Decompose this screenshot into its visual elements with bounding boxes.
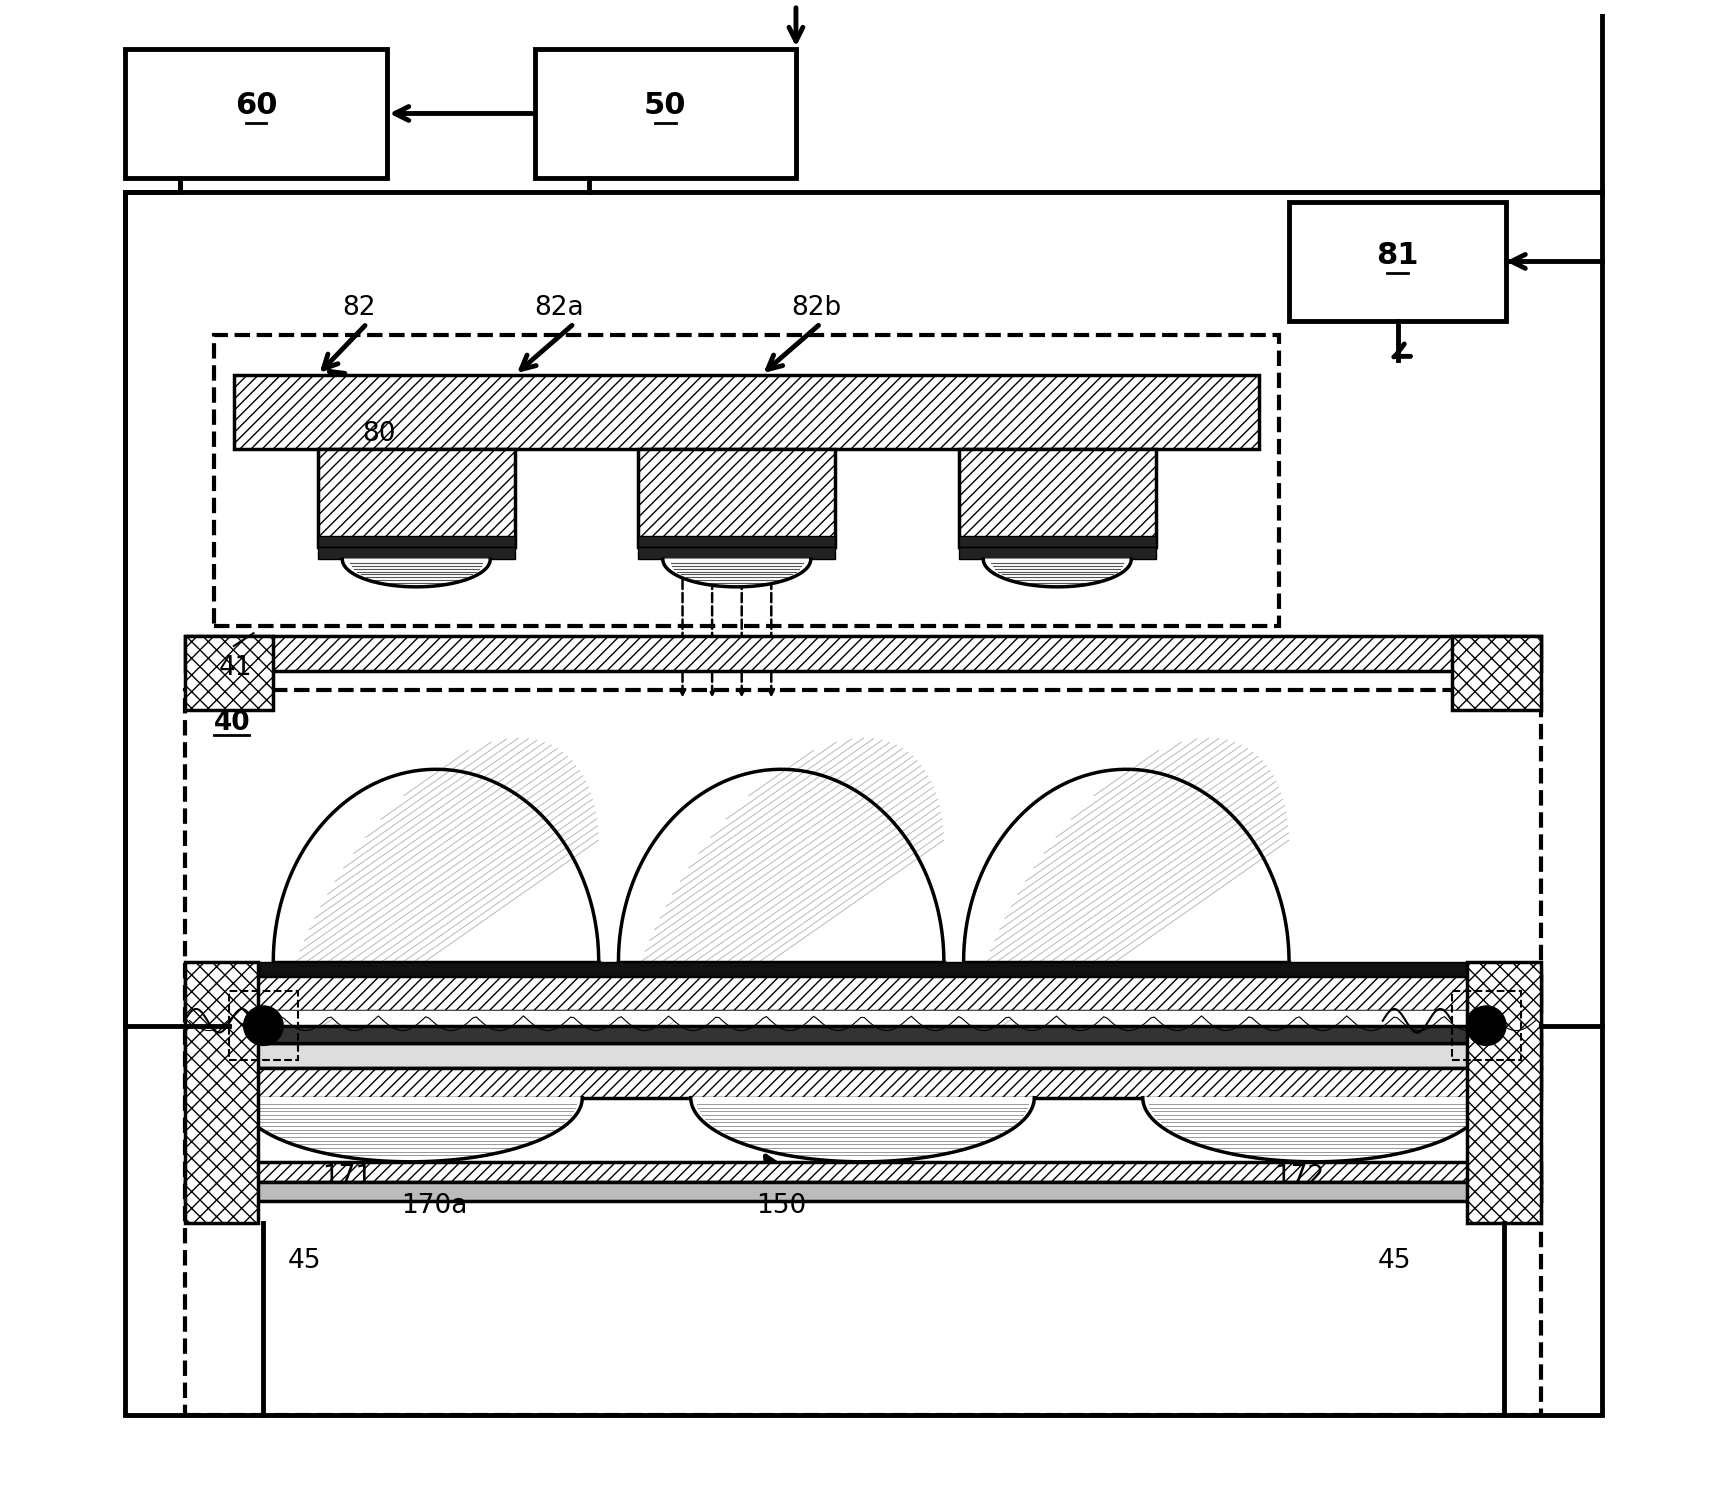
Bar xyxy=(185,962,1540,976)
Bar xyxy=(639,536,836,547)
Polygon shape xyxy=(618,770,945,962)
Text: 60: 60 xyxy=(235,90,278,120)
Bar xyxy=(185,1182,1540,1202)
Text: 172: 172 xyxy=(1275,1164,1325,1190)
Text: 82b: 82b xyxy=(791,295,841,321)
Circle shape xyxy=(1466,1006,1506,1045)
Polygon shape xyxy=(238,1098,582,1161)
Bar xyxy=(318,547,515,559)
Text: 40: 40 xyxy=(214,711,250,736)
Text: 170a: 170a xyxy=(401,1193,468,1220)
Text: 50: 50 xyxy=(644,90,687,120)
Bar xyxy=(1466,962,1540,1223)
Text: 80: 80 xyxy=(363,422,395,447)
Bar xyxy=(958,536,1155,547)
Bar xyxy=(639,547,836,559)
Bar xyxy=(639,449,836,547)
Bar xyxy=(126,50,387,178)
Polygon shape xyxy=(983,559,1131,587)
Bar xyxy=(185,1044,1540,1068)
Bar xyxy=(535,50,796,178)
Bar xyxy=(185,1161,1540,1182)
Text: 82a: 82a xyxy=(535,295,584,321)
Polygon shape xyxy=(342,559,490,587)
Bar xyxy=(1288,202,1506,321)
Bar xyxy=(185,962,259,1223)
Text: 41: 41 xyxy=(219,655,252,681)
Text: 171: 171 xyxy=(323,1164,373,1190)
Bar xyxy=(185,976,1540,1011)
Text: 45: 45 xyxy=(1378,1247,1411,1274)
Text: 45: 45 xyxy=(288,1247,321,1274)
Text: 81: 81 xyxy=(1376,241,1420,270)
Bar xyxy=(185,636,273,711)
Bar xyxy=(318,449,515,547)
Text: 150: 150 xyxy=(756,1193,807,1220)
Bar xyxy=(185,690,1540,1416)
Circle shape xyxy=(244,1006,283,1045)
Polygon shape xyxy=(964,770,1288,962)
Bar xyxy=(233,375,1259,449)
Bar xyxy=(185,1026,1540,1044)
Bar xyxy=(230,991,299,1060)
Polygon shape xyxy=(273,770,599,962)
Bar xyxy=(1452,636,1540,711)
Bar xyxy=(185,1068,1540,1098)
Polygon shape xyxy=(1143,1098,1487,1161)
Bar xyxy=(318,536,515,547)
Text: 82: 82 xyxy=(342,295,376,321)
Bar xyxy=(214,336,1280,626)
Bar xyxy=(126,193,1601,1416)
Bar xyxy=(1452,991,1521,1060)
Bar xyxy=(958,449,1155,547)
Polygon shape xyxy=(663,559,810,587)
Polygon shape xyxy=(691,1098,1034,1161)
Bar xyxy=(958,547,1155,559)
Bar xyxy=(185,636,1540,670)
